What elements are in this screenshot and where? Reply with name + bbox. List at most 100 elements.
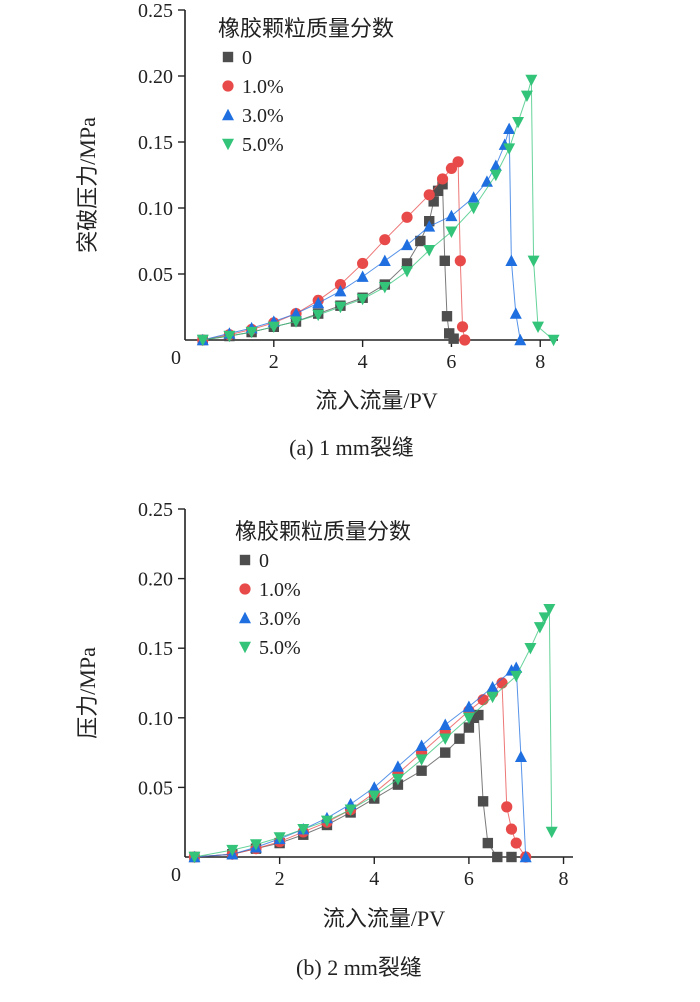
data-point (533, 622, 546, 634)
x-tick-label: 8 (535, 351, 545, 373)
data-point (467, 191, 480, 203)
data-point (459, 334, 471, 346)
figure-caption: (a) 1 mm裂缝 (289, 435, 414, 460)
data-point (477, 796, 489, 807)
data-point (428, 196, 439, 207)
y-axis-label: 压力/MPa (75, 647, 100, 739)
legend-label: 0 (242, 47, 252, 69)
data-point (423, 189, 435, 201)
data-point (505, 254, 518, 266)
data-point (401, 266, 414, 278)
data-point (344, 804, 357, 816)
data-point (505, 823, 518, 835)
data-point (356, 270, 369, 282)
data-point (334, 278, 347, 291)
x-tick-label: 2 (269, 351, 279, 373)
data-point (439, 255, 450, 266)
data-point (334, 301, 347, 314)
data-point (290, 307, 303, 319)
legend-label: 5.0% (259, 637, 301, 659)
data-point (226, 844, 239, 857)
data-point (391, 773, 404, 786)
legend-label: 1.0% (259, 579, 301, 601)
data-point (482, 837, 494, 849)
data-point (416, 765, 427, 776)
x-origin-label: 0 (171, 864, 181, 886)
x-axis-label: 流入流量/PV (315, 388, 437, 413)
data-point (439, 718, 452, 730)
series-2 (188, 661, 532, 863)
data-point (267, 321, 280, 333)
data-point (547, 334, 560, 347)
data-point (538, 612, 551, 624)
series-1 (188, 677, 532, 863)
series-line (194, 666, 527, 858)
y-tick-label: 0.15 (138, 132, 173, 154)
y-tick-label: 0.05 (138, 777, 173, 799)
y-tick-label: 0.20 (138, 569, 173, 591)
data-point (524, 643, 537, 655)
data-point (492, 851, 503, 863)
data-point (486, 691, 499, 704)
x-tick-label: 6 (464, 868, 474, 890)
data-point (368, 781, 381, 793)
data-point (368, 790, 381, 802)
data-point (401, 258, 413, 269)
y-tick-label: 0.10 (138, 198, 173, 220)
y-axis-label: 突破压力/MPa (75, 117, 100, 253)
legend-marker (222, 108, 234, 121)
legend: 橡胶颗粒质量分数 0 1.0% 3.0% 5.0% (235, 519, 411, 659)
data-point (501, 801, 513, 813)
legend-marker (239, 641, 251, 654)
data-point (312, 296, 325, 309)
y-tick-label: 0.25 (138, 0, 173, 22)
data-point (477, 694, 489, 706)
data-point (423, 245, 436, 257)
data-point (543, 604, 556, 616)
data-point (401, 238, 414, 251)
data-point (245, 326, 258, 339)
data-point (357, 257, 369, 270)
data-point (249, 839, 262, 851)
data-point (440, 747, 451, 758)
data-point (356, 293, 369, 306)
legend-label: 0 (259, 550, 269, 572)
data-point (415, 235, 426, 247)
y-tick-label: 0.25 (138, 499, 173, 521)
legend-title: 橡胶颗粒质量分数 (218, 16, 394, 41)
x-tick-label: 2 (275, 868, 285, 890)
data-point (444, 328, 455, 339)
x-origin-label: 0 (171, 347, 181, 369)
chart-panel-b: 0 0.05 0.10 0.15 0.20 0.25 2 4 6 8 流入流量/PV 压力/MPa (b… (75, 499, 573, 980)
data-point (512, 117, 525, 129)
legend-label: 3.0% (242, 105, 284, 127)
data-point (439, 733, 452, 745)
data-point (445, 226, 458, 238)
data-point (532, 321, 545, 333)
data-point (378, 282, 391, 294)
data-point (454, 255, 466, 267)
y-tick-label: 0.10 (138, 708, 173, 730)
y-tick-label: 0.20 (138, 66, 173, 88)
data-point (423, 220, 436, 232)
x-tick-label: 4 (358, 351, 368, 373)
data-point (196, 334, 209, 347)
data-point (489, 169, 502, 182)
legend-marker (239, 554, 251, 566)
data-point (486, 680, 499, 693)
data-point (452, 156, 464, 168)
series-line (202, 128, 521, 341)
data-point (510, 837, 522, 849)
data-point (503, 143, 516, 155)
series-line (202, 160, 466, 341)
x-axis-label: 流入流量/PV (323, 906, 445, 931)
figure-caption: (b) 2 mm裂缝 (296, 955, 422, 980)
legend-label: 5.0% (242, 134, 284, 156)
data-point (473, 709, 484, 721)
data-point (391, 760, 404, 772)
data-point (509, 307, 522, 319)
data-point (514, 750, 527, 762)
data-point (436, 173, 449, 185)
data-point (463, 722, 475, 733)
